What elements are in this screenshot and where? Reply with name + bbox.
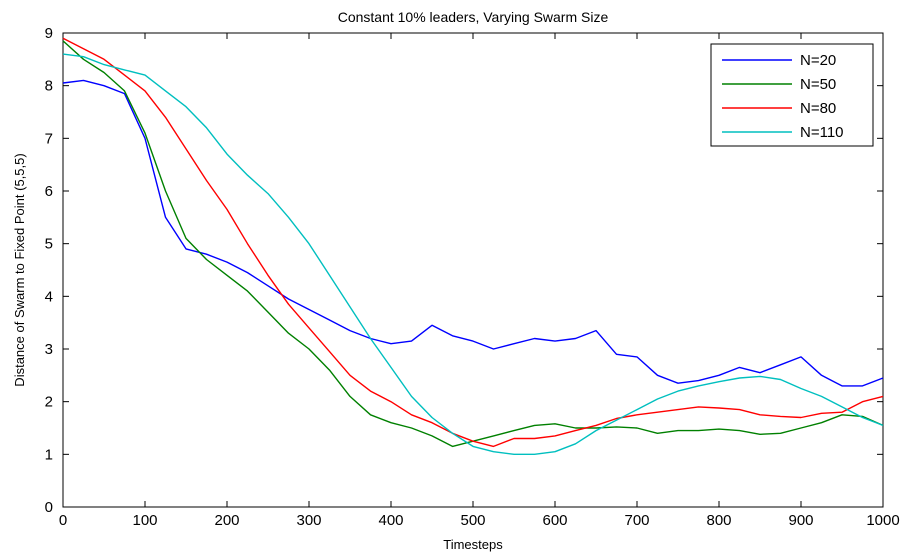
y-tick-label: 9 <box>45 25 53 42</box>
x-tick-label: 700 <box>624 512 649 529</box>
y-tick-label: 8 <box>45 78 53 95</box>
x-tick-label: 0 <box>59 512 67 529</box>
legend-label: N=50 <box>800 76 836 93</box>
y-tick-label: 3 <box>45 341 53 358</box>
x-tick-label: 900 <box>788 512 813 529</box>
legend-box <box>710 43 874 147</box>
series-line-n-110 <box>62 53 884 455</box>
x-tick-label: 200 <box>214 512 239 529</box>
x-tick-label: 1000 <box>866 512 899 529</box>
legend-label: N=80 <box>800 100 836 117</box>
x-axis-ticks: 0 100 200 300 400 500 600 700 800 900 1000 <box>59 33 900 529</box>
y-tick-label: 2 <box>45 394 53 411</box>
chart-title: Constant 10% leaders, Varying Swarm Size <box>338 9 609 25</box>
y-tick-label: 5 <box>45 236 53 253</box>
x-tick-label: 100 <box>132 512 157 529</box>
x-tick-label: 800 <box>706 512 731 529</box>
x-tick-label: 600 <box>542 512 567 529</box>
legend-label: N=20 <box>800 52 836 69</box>
y-tick-label: 4 <box>45 288 53 305</box>
y-axis-ticks: 0 1 2 3 4 5 6 7 8 9 <box>45 25 883 516</box>
y-tick-label: 0 <box>45 499 53 516</box>
x-tick-label: 500 <box>460 512 485 529</box>
y-tick-label: 7 <box>45 130 53 147</box>
y-tick-label: 6 <box>45 183 53 200</box>
x-axis-label: Timesteps <box>443 537 503 552</box>
legend-label: N=110 <box>800 124 844 141</box>
y-tick-label: 1 <box>45 446 53 463</box>
y-axis-label: Distance of Swarm to Fixed Point (5,5,5) <box>12 153 27 386</box>
legend: N=20 N=50 N=80 N=110 <box>710 43 874 147</box>
x-tick-label: 400 <box>378 512 403 529</box>
series-line-n-80 <box>62 37 884 448</box>
series-lines <box>62 37 884 455</box>
x-tick-label: 300 <box>296 512 321 529</box>
